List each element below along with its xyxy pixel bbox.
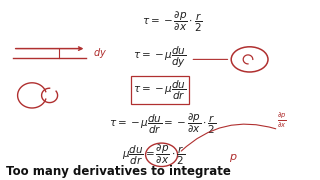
Text: $dy$: $dy$ xyxy=(93,46,107,60)
Text: Too many derivatives to integrate: Too many derivatives to integrate xyxy=(6,165,231,178)
Text: $\mu\dfrac{du}{dr} = \dfrac{\partial p}{\partial x}\cdot\dfrac{r}{2}$: $\mu\dfrac{du}{dr} = \dfrac{\partial p}{… xyxy=(122,143,185,167)
Text: $\tau = -\mu\dfrac{du}{dr}$: $\tau = -\mu\dfrac{du}{dr}$ xyxy=(133,78,187,102)
Text: $\tau = -\mu\dfrac{du}{dy}$: $\tau = -\mu\dfrac{du}{dy}$ xyxy=(133,45,187,70)
Text: $p$: $p$ xyxy=(229,152,238,164)
Text: $\tau = -\dfrac{\partial p}{\partial x}\cdot\dfrac{r}{2}$: $\tau = -\dfrac{\partial p}{\partial x}\… xyxy=(142,10,203,34)
Text: $\tau = -\mu\dfrac{du}{dr} = -\dfrac{\partial p}{\partial x}\cdot\dfrac{r}{2}$: $\tau = -\mu\dfrac{du}{dr} = -\dfrac{\pa… xyxy=(109,112,217,136)
Text: $\frac{\partial p}{\partial x}$: $\frac{\partial p}{\partial x}$ xyxy=(277,111,286,130)
